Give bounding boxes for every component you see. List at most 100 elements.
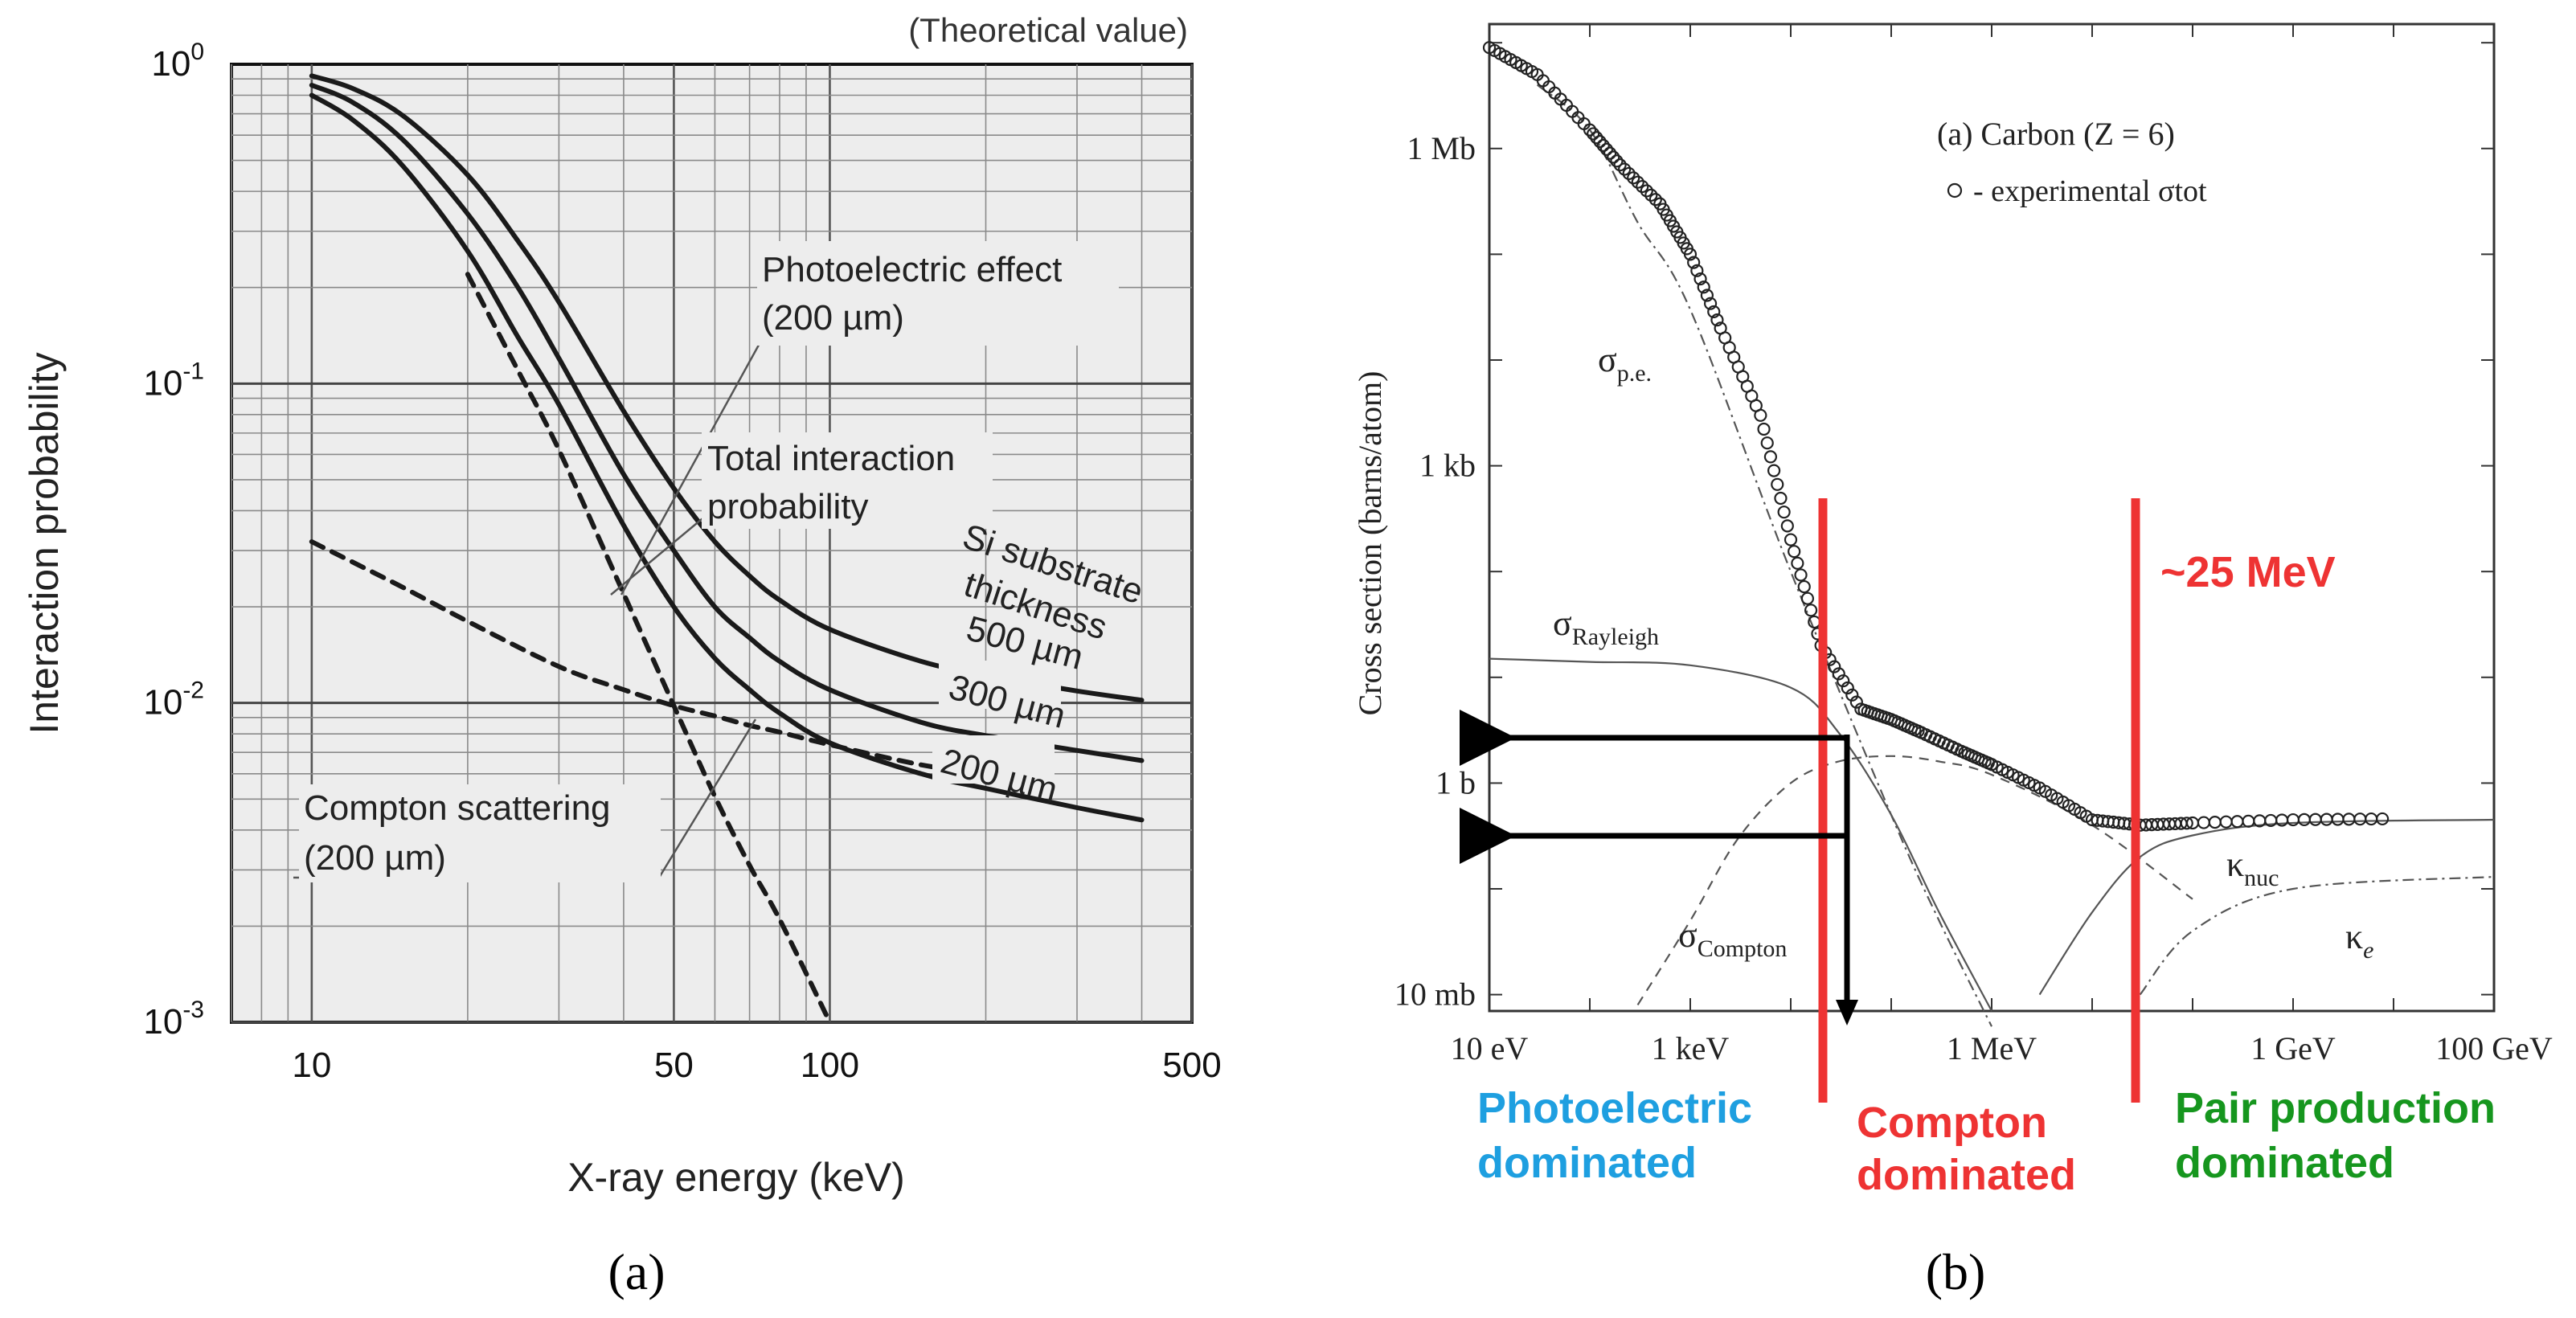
experimental-point xyxy=(1837,674,1850,688)
experimental-point xyxy=(1828,660,1841,673)
curve-sigma-rayleigh xyxy=(1489,657,1992,1012)
label-sigma-rayleigh-sub: Rayleigh xyxy=(1572,624,1659,650)
experimental-point xyxy=(1800,591,1815,605)
y-tick-exponent: -2 xyxy=(182,677,204,704)
curve-total-300um xyxy=(309,83,1145,763)
experimental-point xyxy=(1690,264,1704,277)
annot-photoelectric-line1: Photoelectric effect xyxy=(762,250,1062,289)
experimental-point xyxy=(1804,604,1818,617)
experimental-point xyxy=(1607,150,1620,164)
annot-compton-line2: (200 µm) xyxy=(304,838,446,878)
experimental-point xyxy=(1763,450,1778,464)
curve-compton-200um xyxy=(309,539,989,776)
panel-a-x-tick-label: 100 xyxy=(801,1046,859,1085)
experimental-point xyxy=(1774,491,1788,506)
annot-photoelectric-line2: (200 µm) xyxy=(762,298,904,338)
experimental-point xyxy=(1777,506,1791,519)
experimental-point xyxy=(1596,138,1610,153)
panel-a-y-axis-label: Interaction probability xyxy=(22,352,67,734)
panel-a-x-axis-label: X-ray energy (keV) xyxy=(567,1155,905,1200)
annot-bg-200 xyxy=(932,735,1055,784)
panel-b: (a) Carbon (Z = 6) - experimental σtot σ… xyxy=(1352,23,2553,1300)
panel-b-x-tick-label: 1 MeV xyxy=(1947,1030,2037,1066)
panel-b-x-tick-label: 10 eV xyxy=(1451,1030,1529,1066)
panel-b-experimental-points xyxy=(1482,41,2390,832)
curve-photoelectric-200um xyxy=(465,272,833,1025)
experimental-point xyxy=(2376,812,2390,826)
experimental-point xyxy=(1784,533,1798,546)
y-tick-exponent: -1 xyxy=(182,358,204,384)
experimental-point xyxy=(1760,436,1774,450)
panel-b-legend-marker xyxy=(1947,182,1963,199)
curve-sigma-pe xyxy=(1536,84,1992,1027)
experimental-point xyxy=(1636,179,1649,194)
experimental-point xyxy=(1687,256,1701,269)
annot-total-line2: probability xyxy=(707,487,869,526)
experimental-point xyxy=(1599,142,1614,156)
label-kappa-nuc-sub: nuc xyxy=(2244,865,2279,891)
label-sigma-pe-sub: p.e. xyxy=(1617,360,1652,387)
panel-b-y-tick-label: 1 kb xyxy=(1419,448,1476,484)
experimental-point xyxy=(1622,166,1636,181)
experimental-point xyxy=(1757,422,1771,436)
figure-label-a: (a) xyxy=(608,1243,665,1300)
experimental-point xyxy=(1631,175,1644,189)
label-sigma-compton-sub: Compton xyxy=(1698,935,1788,962)
panel-b-curves xyxy=(1489,84,2495,1027)
experimental-point xyxy=(1767,464,1781,477)
curve-kappa-nuc xyxy=(2038,818,2495,996)
experimental-point xyxy=(1627,171,1640,185)
annot-bg-photoelectric xyxy=(757,241,1119,346)
annot-bg-compton xyxy=(299,784,661,882)
y-tick-exponent: 0 xyxy=(190,39,204,65)
experimental-point xyxy=(1710,313,1724,327)
label-kappa-e-sub: e xyxy=(2363,937,2373,964)
region-pair-line1: Pair production xyxy=(2175,1084,2496,1132)
panel-a-x-tick-label: 10 xyxy=(292,1046,331,1085)
panel-b-y-ticks: 1 Mb 1 kb 1 b 10 mb xyxy=(1394,130,1476,1013)
annot-bg-300 xyxy=(939,661,1061,709)
experimental-point xyxy=(1788,545,1801,559)
experimental-point xyxy=(1832,667,1845,681)
panel-b-title: (a) Carbon (Z = 6) xyxy=(1937,116,2175,152)
panel-b-x-ticks: 10 eV 1 keV 1 MeV 1 GeV 100 GeV xyxy=(1451,1030,2553,1066)
y-tick-base: 10 xyxy=(143,363,182,403)
y-tick-base: 10 xyxy=(151,44,190,84)
region-compton-line2: dominated xyxy=(1857,1151,2076,1199)
region-photoelectric-line2: dominated xyxy=(1477,1139,1697,1187)
experimental-point xyxy=(1610,154,1624,168)
annot-total-line1: Total interaction xyxy=(707,439,955,478)
experimental-point xyxy=(1845,688,1859,702)
panel-a: Photoelectric effect (200 µm) Total inte… xyxy=(22,11,1222,1300)
experimental-point xyxy=(1841,681,1854,695)
experimental-point xyxy=(1593,135,1607,149)
experimental-point xyxy=(1703,297,1718,310)
experimental-point xyxy=(1583,123,1597,137)
experimental-point xyxy=(1780,519,1794,533)
panel-a-x-tick-label: 500 xyxy=(1162,1046,1221,1085)
experimental-point xyxy=(1849,695,1863,709)
y-tick-exponent: -3 xyxy=(182,997,204,1023)
panel-a-y-tick-label: 10-2 xyxy=(143,677,204,722)
experimental-point xyxy=(1603,146,1617,160)
panel-a-y-tick-label: 10-3 xyxy=(143,997,204,1042)
experimental-point xyxy=(1644,188,1658,202)
panel-b-y-tick-label: 10 mb xyxy=(1394,976,1476,1013)
region-pair-line2: dominated xyxy=(2175,1139,2394,1187)
experimental-point xyxy=(1683,248,1698,261)
marker-25mev-label: ~25 MeV xyxy=(2160,548,2336,596)
panel-b-y-tick-label: 1 Mb xyxy=(1407,130,1476,166)
region-compton-line1: Compton xyxy=(1857,1099,2047,1147)
experimental-point xyxy=(2180,817,2193,830)
panel-a-title: (Theoretical value) xyxy=(908,11,1188,49)
panel-b-tick-marks xyxy=(1489,24,2495,1011)
experimental-point xyxy=(1771,477,1784,491)
y-tick-base: 10 xyxy=(143,683,182,722)
panel-b-arrows xyxy=(1460,710,1850,1001)
region-photoelectric-line1: Photoelectric xyxy=(1477,1084,1752,1132)
experimental-point xyxy=(1797,579,1811,594)
experimental-point xyxy=(1791,556,1804,570)
panel-a-y-tick-label: 10-1 xyxy=(143,358,204,403)
